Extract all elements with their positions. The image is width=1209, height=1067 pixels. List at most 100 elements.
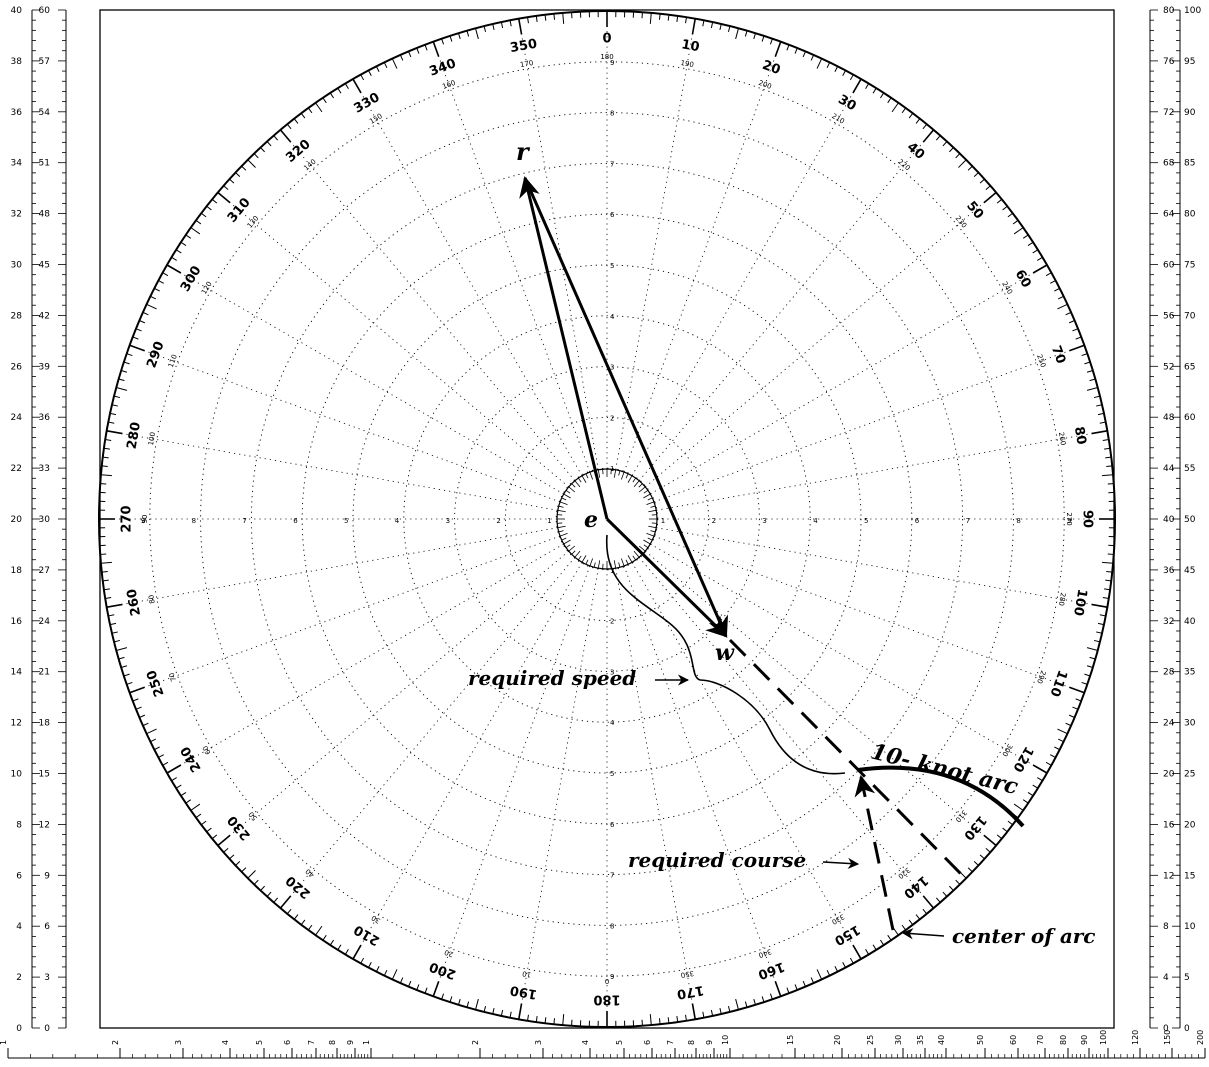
right-inner-scale-label: 76 — [1163, 57, 1175, 67]
rose-tick — [190, 803, 201, 811]
bottom-scale-label: 5 — [255, 1040, 264, 1045]
rose-tick — [761, 996, 765, 1003]
rose-tick — [457, 33, 461, 40]
rose-tick — [1084, 361, 1091, 365]
center-tick — [574, 480, 581, 488]
vector-r-w — [523, 177, 729, 638]
rose-tick — [948, 885, 954, 891]
rose-tick — [391, 58, 398, 69]
bottom-scale-label: 1 — [0, 1040, 8, 1045]
rose-tick — [146, 728, 157, 735]
rose-tick — [175, 784, 182, 789]
center-tick — [650, 530, 656, 533]
rose-tick — [150, 295, 157, 300]
rose-inner-label: 110 — [167, 353, 179, 368]
bottom-scale-label: 50 — [976, 1035, 985, 1045]
rose-tick — [247, 159, 256, 168]
rose-tick — [834, 66, 839, 72]
rose-tick — [235, 172, 241, 178]
rose-tick — [1102, 597, 1109, 599]
rose-tick — [106, 429, 123, 435]
center-tick — [613, 469, 617, 478]
rose-tick — [1069, 686, 1085, 694]
center-tick — [589, 471, 594, 480]
rose-tick — [527, 17, 529, 24]
left-outer-scale-label: 14 — [11, 668, 23, 678]
left-inner-scale-label: 48 — [39, 210, 51, 220]
bottom-scale-label: 1 — [362, 1040, 371, 1045]
left-outer-scale-label: 30 — [11, 261, 23, 271]
right-outer-scale-label: 70 — [1184, 311, 1196, 321]
rose-tick — [1057, 738, 1064, 743]
rose-tick — [915, 914, 921, 920]
point-w-label: w — [715, 640, 735, 666]
rose-tick — [1027, 791, 1034, 797]
ring-label: 4 — [395, 517, 400, 525]
center-of-arc-arrow — [901, 928, 945, 940]
rose-tick — [171, 256, 177, 261]
rose-tick — [121, 665, 128, 669]
rose-tick — [1057, 295, 1064, 300]
rose-tick — [475, 28, 479, 40]
bearing-radial — [518, 568, 599, 1020]
rose-tick — [1057, 728, 1068, 735]
rose-tick — [1045, 272, 1052, 277]
center-tick — [625, 473, 629, 479]
rose-tick — [1032, 249, 1039, 254]
left-inner-scale-label: 24 — [39, 617, 51, 627]
rose-tick — [102, 456, 109, 459]
left-inner-scale-label: 0 — [44, 1024, 50, 1034]
left-inner-scale-label: 12 — [39, 820, 50, 830]
center-tick — [597, 469, 601, 478]
rose-tick — [235, 860, 241, 866]
rose-tick — [658, 13, 661, 20]
rose-tick — [166, 264, 182, 274]
rose-tick — [383, 969, 388, 976]
rose-tick — [1069, 344, 1085, 352]
left-outer-scale-label: 0 — [16, 1024, 22, 1034]
rose-tick — [1096, 404, 1103, 407]
point-e-label: e — [584, 507, 598, 533]
left-inner-scale-label: 42 — [39, 311, 50, 321]
rose-tick — [1104, 447, 1111, 450]
left-inner-scale-label: 54 — [39, 108, 51, 118]
rose-tick — [810, 977, 815, 984]
rose-tick — [852, 944, 862, 960]
rose-tick — [1054, 746, 1060, 751]
rose-tick — [286, 908, 292, 915]
rose-label: 10 — [680, 37, 700, 55]
rose-label: 70 — [1048, 344, 1068, 366]
rose-tick — [273, 135, 279, 141]
right-inner-scale-label: 72 — [1163, 108, 1174, 118]
rose-tick — [279, 895, 292, 909]
ring-label: 8 — [1016, 517, 1020, 525]
bearing-radial — [615, 18, 696, 470]
rose-tick — [1075, 336, 1082, 340]
rose-inner-label: 150 — [368, 112, 384, 126]
bearing-radial — [106, 430, 558, 511]
rose-tick — [887, 97, 892, 104]
bottom-scale-label: 7 — [307, 1040, 316, 1045]
rose-tick — [308, 924, 313, 931]
right-inner-scale-label: 8 — [1163, 922, 1169, 932]
rose-tick — [432, 41, 440, 57]
rose-tick — [794, 984, 798, 991]
right-inner-scale-label: 32 — [1163, 617, 1174, 627]
ring-label: 2 — [712, 517, 716, 525]
bearing-radial — [631, 562, 862, 960]
bottom-scale-label: 60 — [1009, 1035, 1018, 1045]
rose-tick — [849, 74, 854, 81]
rose-inner-label: 210 — [830, 112, 846, 126]
rose-tick — [1007, 820, 1014, 826]
rose-tick — [266, 891, 272, 897]
rose-tick — [1022, 234, 1029, 239]
rose-tick — [872, 87, 877, 94]
rose-tick — [702, 1011, 705, 1018]
dashed-required-course — [854, 774, 895, 931]
rose-tick — [195, 220, 202, 225]
rose-label: 200 — [428, 958, 459, 981]
rose-tick — [1068, 320, 1075, 324]
rose-tick — [948, 147, 954, 153]
rose-tick — [958, 159, 967, 168]
center-tick — [620, 471, 625, 480]
